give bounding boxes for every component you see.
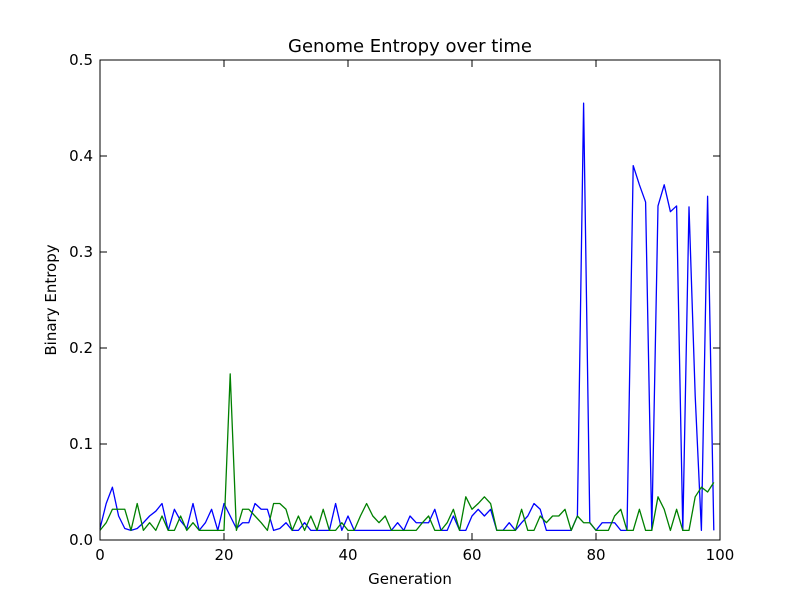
y-tick-label: 0.2 xyxy=(69,339,93,357)
x-tick-label: 80 xyxy=(586,546,605,564)
y-tick-label: 0.4 xyxy=(69,147,93,165)
x-tick-label: 100 xyxy=(706,546,735,564)
x-tick-label: 60 xyxy=(462,546,481,564)
y-tick-label: 0.1 xyxy=(69,435,93,453)
x-tick-label: 0 xyxy=(95,546,105,564)
y-tick-label: 0.3 xyxy=(69,243,93,261)
x-axis-label: Generation xyxy=(368,570,452,588)
x-tick-label: 40 xyxy=(338,546,357,564)
plot-frame xyxy=(99,59,721,541)
series-line-2 xyxy=(99,373,715,532)
x-tick-label: 20 xyxy=(214,546,233,564)
series-layer xyxy=(99,102,715,532)
chart-title: Genome Entropy over time xyxy=(288,36,532,57)
series-line-1 xyxy=(99,102,715,532)
tick-layer: 0 20 40 60 80 100 0.0 0.1 0.2 0.3 0.4 0.5 xyxy=(69,51,734,564)
y-tick-label: 0.5 xyxy=(69,51,93,69)
y-axis-label: Binary Entropy xyxy=(42,244,60,355)
y-tick-label: 0.0 xyxy=(69,531,93,549)
